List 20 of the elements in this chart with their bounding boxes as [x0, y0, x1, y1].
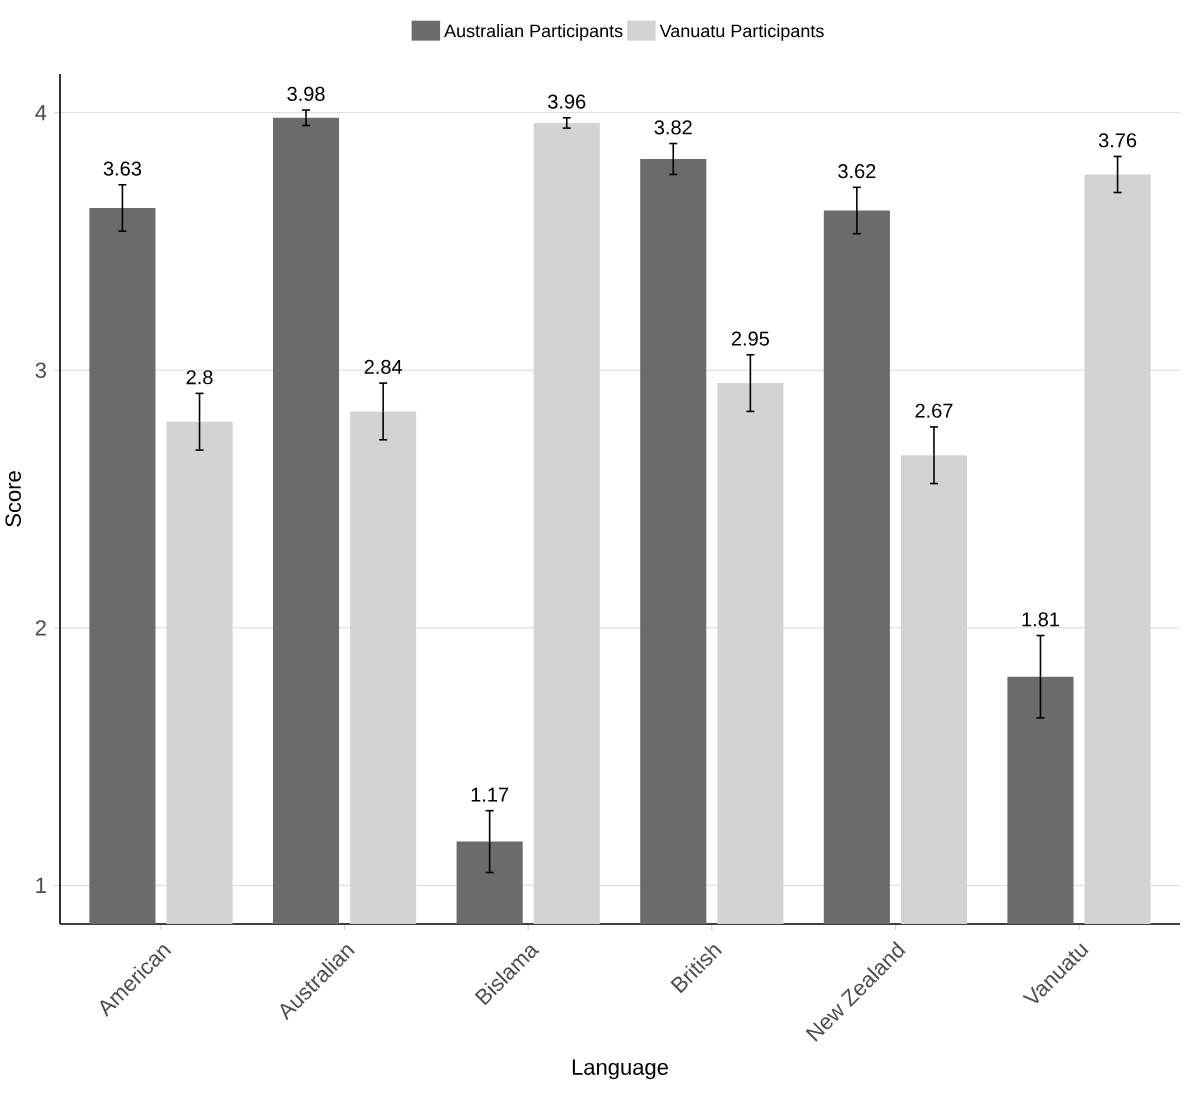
data-label: 1.17	[471, 787, 509, 802]
y-tick-label: 1	[36, 877, 46, 893]
data-label: 3.96	[548, 94, 586, 109]
x-axis-title: Language	[572, 1059, 668, 1080]
data-label: 2.84	[364, 359, 403, 375]
data-label: 3.82	[654, 120, 692, 135]
data-label: 1.81	[1022, 612, 1059, 627]
data-label: 2.8	[186, 370, 213, 385]
data-label: 3.98	[287, 86, 325, 101]
y-tick-label: 3	[35, 362, 46, 378]
legend-label: Vanuatu Participants	[659, 24, 824, 41]
data-label: 2.67	[915, 403, 953, 418]
data-label: 3.63	[103, 161, 142, 176]
legend-label: Australian Participants	[444, 24, 623, 41]
data-label: 3.76	[1098, 133, 1137, 148]
y-axis-title: Score	[5, 471, 21, 527]
y-tick-label: 2	[35, 620, 46, 636]
data-label: 3.62	[838, 164, 876, 179]
y-tick-label: 4	[35, 105, 47, 121]
data-label: 2.95	[731, 331, 769, 346]
